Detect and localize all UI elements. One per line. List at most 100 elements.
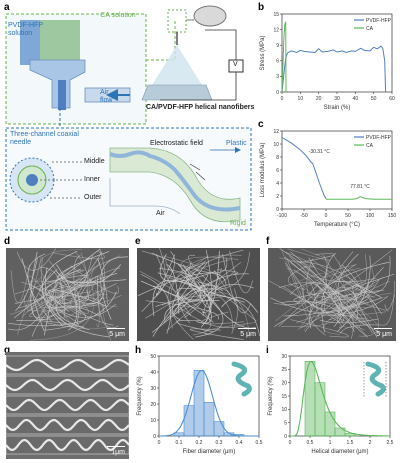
x-tick-label: -50: [300, 213, 307, 219]
scalebar-d: [107, 327, 125, 329]
fiber-strand: [307, 267, 361, 288]
sem-image-e: 5 μm: [137, 248, 260, 341]
fiber-strand: [26, 276, 97, 312]
fiber-strand: [8, 291, 117, 327]
x-tick-label: 150: [388, 213, 397, 219]
fiber-strand: [346, 276, 384, 307]
collector: [141, 84, 213, 101]
fiber-strand: [180, 256, 239, 282]
fiber-strand: [60, 257, 127, 283]
fiber-strand: [27, 253, 53, 323]
x-axis-label: Helical diameter (μm): [311, 449, 368, 455]
fiber-strand: [166, 252, 250, 290]
x-tick-label: 1.5: [347, 440, 354, 446]
plastic-label: Plastic: [226, 140, 247, 147]
needle-title: Three-channel coaxial needle: [10, 131, 79, 146]
fiber-strand: [97, 276, 119, 329]
loss-modulus-chart: -100 -50 0 50 100 150 0 2 4 6 8 10 12 Temperature (°C…: [260, 129, 397, 228]
fiber-strand: [310, 289, 385, 336]
fiber-strand: [222, 253, 252, 314]
fiber-strand: [344, 255, 391, 293]
histogram-bar: [314, 382, 326, 437]
fiber-strand: [157, 272, 212, 328]
fiber-strand: [342, 287, 371, 323]
fiber-strand: [70, 262, 122, 309]
fiber-strand: [188, 254, 257, 322]
scalebar-g: [107, 445, 125, 447]
fit-curve: [159, 369, 259, 437]
y-tick-label: 0: [284, 434, 287, 440]
helical-fiber: [6, 438, 129, 452]
fiber-strand: [40, 266, 66, 318]
fiber-strand: [229, 250, 253, 294]
histogram-bar: [334, 427, 346, 437]
series-line-ca: [326, 196, 392, 200]
fiber-strand: [279, 257, 338, 302]
x-tick-label: 20: [316, 96, 322, 102]
y-tick-label: 0: [276, 207, 279, 213]
fiber-strand: [289, 282, 374, 334]
needle-detail-box: [167, 9, 187, 33]
fiber-strand: [102, 303, 112, 341]
stress-strain-chart: 0 10 20 30 40 50 60 0 3 6 9 12 15 Strain (%) Stress (M…: [260, 12, 395, 111]
fiber-strand: [303, 255, 328, 331]
x-tick-label: 0.5: [256, 440, 263, 446]
fiber-strand: [16, 248, 57, 271]
x-tick-label: 50: [371, 96, 377, 102]
fiber-strand: [290, 262, 377, 283]
y-axis-label: Loss modulus (MPa): [260, 142, 266, 197]
fiber-strand: [302, 288, 367, 320]
histogram-bar: [344, 433, 356, 437]
fiber-strand: [202, 288, 233, 330]
fiber-strand: [297, 261, 380, 311]
x-axis-label: Strain (%): [324, 105, 351, 111]
scale-text-f: 5 μm: [376, 331, 392, 338]
fiber-strand: [221, 297, 258, 313]
fiber-strand: [48, 260, 82, 316]
helical-fiber: [6, 418, 129, 432]
fiber-strand: [44, 290, 90, 314]
histogram-bar: [203, 402, 215, 437]
panel-label-a: a: [4, 2, 10, 13]
panel-label-h: h: [135, 345, 142, 356]
panel-label-b: b: [258, 2, 265, 13]
histogram-bar: [213, 421, 225, 437]
fiber-strand: [317, 282, 368, 337]
fiber-strand: [75, 276, 108, 305]
fiber-caption: CA/PVDF-HFP helical nanofibers: [146, 104, 255, 111]
fiber-strand: [333, 267, 384, 327]
fiber-strand: [325, 249, 393, 294]
x-tick-label: 40: [353, 96, 359, 102]
fiber-strand: [202, 284, 254, 316]
x-tick-label: 1: [329, 440, 332, 446]
fiber-strand: [165, 255, 209, 273]
y-tick-label: 30: [150, 386, 156, 392]
x-axis-label: Temperature (°C): [314, 222, 360, 228]
fiber-strand: [338, 260, 349, 297]
x-tick-label: 2: [369, 440, 372, 446]
fiber-strand: [155, 254, 192, 317]
y-tick-label: 12: [273, 129, 279, 135]
fiber-strand: [381, 281, 395, 326]
series-line-pvdf-hfp: [281, 45, 387, 93]
fiber-strand: [286, 258, 310, 312]
x-axis-label: Fiber diameter (μm): [183, 449, 236, 455]
fiber-strand: [43, 310, 86, 331]
fiber-strand: [73, 255, 81, 307]
fiber-strand: [41, 290, 61, 311]
fiber-strand: [287, 266, 307, 290]
fiber-strand: [81, 289, 90, 302]
fiber-strand: [152, 261, 208, 337]
fiber-strand: [39, 248, 101, 291]
x-tick-label: 0: [158, 440, 161, 446]
fiber-strand: [287, 267, 316, 330]
annotation-label: -30.31 °C: [309, 149, 331, 155]
fiber-strand: [44, 251, 103, 293]
fiber-strand: [28, 283, 114, 326]
fiber-strand: [31, 305, 101, 337]
y-tick-label: 10: [281, 407, 287, 413]
fiber-strand: [14, 269, 85, 295]
zoom-connector: [146, 20, 176, 61]
panel-label-i: i: [266, 345, 269, 356]
fiber-strand: [268, 280, 342, 328]
